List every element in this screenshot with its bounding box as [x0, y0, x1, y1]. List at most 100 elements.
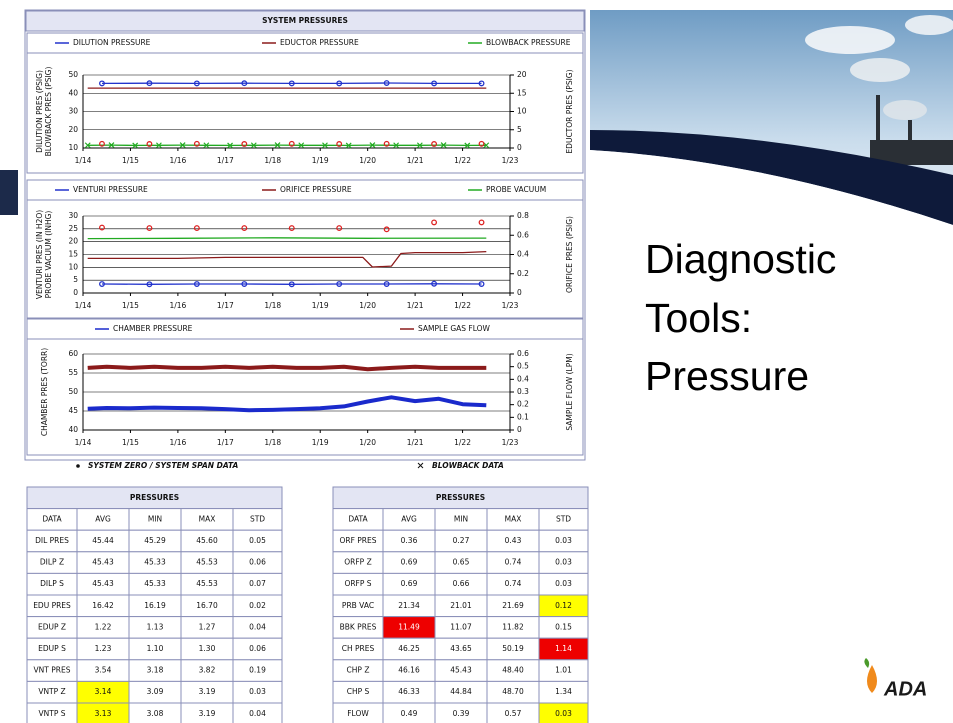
y-tick-label: 20 — [68, 237, 78, 246]
table-cell-text: ORFP Z — [344, 558, 371, 567]
y2-tick-label: 0.6 — [517, 349, 529, 358]
marker — [483, 142, 490, 149]
x-tick-label: 1/15 — [122, 301, 139, 310]
y2-tick-label: 0.4 — [517, 374, 529, 383]
marker — [84, 142, 91, 149]
y2-tick-label: 0.2 — [517, 269, 529, 278]
table-cell-text: 0.74 — [505, 579, 522, 588]
y2-tick-label: 0.2 — [517, 400, 529, 409]
table-title: PRESSURES — [436, 493, 485, 502]
table-cell-text: 0.15 — [555, 622, 572, 631]
x-tick-label: 1/16 — [169, 438, 186, 447]
legend-label: BLOWBACK PRESSURE — [486, 38, 571, 47]
marker — [99, 281, 105, 287]
table-cell-text: 46.16 — [398, 666, 420, 675]
table-cell-text: 0.03 — [555, 579, 572, 588]
y-tick-label: 60 — [68, 349, 78, 358]
y2-tick-label: 0.5 — [517, 362, 529, 371]
table-cell-text: 1.01 — [555, 666, 572, 675]
x-tick-label: 1/20 — [359, 156, 376, 165]
panel-title-bar — [25, 10, 585, 32]
table-cell-text: 3.14 — [95, 687, 112, 696]
table-cell-text: 46.33 — [398, 687, 420, 696]
y-tick-label: 0 — [73, 288, 78, 297]
table-cell-text: 21.01 — [450, 601, 472, 610]
table-cell-text: 44.84 — [450, 687, 472, 696]
x-tick-label: 1/19 — [312, 301, 329, 310]
y2-tick-label: 0.1 — [517, 412, 529, 421]
table-cell-text: 16.19 — [144, 601, 166, 610]
marker — [478, 140, 485, 147]
y2-tick-label: 0 — [517, 143, 522, 152]
table-cell-text: 0.49 — [401, 709, 418, 718]
panel-title: SYSTEM PRESSURES — [262, 16, 348, 25]
table-cell-text: 0.12 — [555, 601, 572, 610]
logo: ADA — [864, 658, 927, 700]
marker — [431, 219, 438, 226]
table-cell-text: 0.66 — [453, 579, 470, 588]
y2-tick-label: 0 — [517, 288, 522, 297]
table-cell-text: 45.29 — [144, 536, 166, 545]
table-cell-text: 3.54 — [95, 666, 112, 675]
y2-tick-label: 10 — [517, 107, 527, 116]
marker — [345, 142, 352, 149]
table-cell-text: ORF PRES — [339, 536, 376, 545]
marker — [99, 224, 105, 231]
marker — [383, 226, 390, 233]
chart-box — [26, 52, 584, 174]
legend-label: PROBE VACUUM — [486, 185, 546, 194]
x-tick-label: 1/15 — [122, 438, 139, 447]
table-cell-text: EDU PRES — [33, 601, 71, 610]
y2-tick-label: 20 — [517, 70, 527, 79]
footnote-dot — [76, 464, 80, 468]
marker — [478, 281, 485, 287]
table-cell-text: 0.03 — [555, 558, 572, 567]
table-cell-text: 3.82 — [199, 666, 216, 675]
marker — [478, 80, 485, 87]
marker — [369, 142, 376, 149]
marker — [146, 141, 153, 147]
table-cell-text: 1.23 — [95, 644, 112, 653]
marker — [431, 80, 438, 87]
marker — [288, 140, 295, 147]
table-cell-text: EDUP Z — [38, 622, 66, 631]
marker — [383, 140, 390, 147]
marker — [383, 281, 390, 287]
table-cell-text: 16.42 — [92, 601, 114, 610]
table-cell-text: 46.25 — [398, 644, 420, 653]
marker — [193, 225, 200, 232]
table-cell-text: 1.27 — [199, 622, 216, 631]
table-cell-text: PRB VAC — [342, 601, 374, 610]
table-cell-text: FLOW — [347, 709, 369, 718]
table-cell-text: 0.65 — [453, 558, 470, 567]
marker — [322, 142, 328, 149]
x-tick-label: 1/19 — [312, 156, 329, 165]
table-cell-text: 1.13 — [147, 622, 164, 631]
y-axis-label: VENTURI PRES (IN H2O) — [35, 210, 44, 299]
column-header: MAX — [505, 514, 522, 523]
legend-label: SAMPLE GAS FLOW — [418, 324, 491, 333]
x-tick-label: 1/18 — [264, 301, 281, 310]
table-cell-text: BBK PRES — [340, 622, 377, 631]
marker — [440, 142, 447, 149]
table-cell-text: 11.07 — [450, 622, 472, 631]
y-tick-label: 45 — [68, 406, 78, 415]
marker — [179, 142, 186, 149]
y-tick-label: 5 — [73, 275, 78, 284]
table-cell-text: 0.03 — [555, 536, 572, 545]
slide-edge — [0, 170, 18, 215]
y-tick-label: 30 — [68, 211, 78, 220]
table-cell-text: 1.30 — [199, 644, 216, 653]
y2-tick-label: 0 — [517, 425, 522, 434]
y2-tick-label: 0.8 — [517, 211, 529, 220]
table-cell-text: 0.39 — [453, 709, 470, 718]
marker — [241, 281, 248, 287]
marker — [383, 80, 390, 86]
table-cell-text: VNT PRES — [34, 666, 71, 675]
table-cell-text: 3.09 — [147, 687, 164, 696]
y-axis-label: DILUTION PRES (PSIG) — [35, 70, 44, 153]
x-tick-label: 1/14 — [75, 156, 92, 165]
table-cell-text: 0.57 — [505, 709, 522, 718]
legend-label: EDUCTOR PRESSURE — [280, 38, 359, 47]
